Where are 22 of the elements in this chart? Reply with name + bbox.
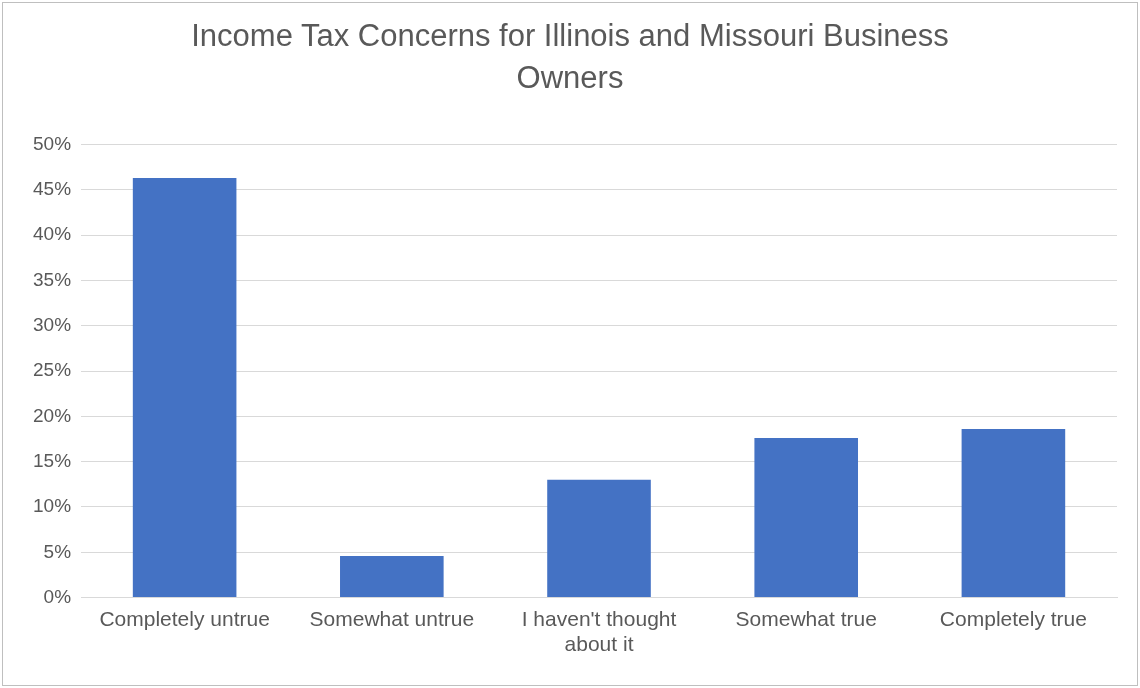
y-tick-label: 40% (33, 223, 72, 245)
x-tick-label: Completely untrue (99, 607, 270, 630)
bar (961, 429, 1066, 598)
y-tick-label: 5% (43, 540, 72, 562)
chart-title: Income Tax Concerns for Illinois and Missouri Business Owners (190, 17, 950, 97)
y-tick-label: 10% (33, 495, 72, 517)
y-tick-label: 20% (33, 404, 72, 426)
y-tick-label: 0% (43, 585, 72, 607)
y-tick-label: 35% (33, 268, 72, 290)
x-tick-label: Completely true (939, 607, 1087, 630)
bar (754, 438, 859, 598)
x-tick-label: Somewhat true (735, 607, 877, 630)
x-tick-label: I haven't thought about it (521, 607, 677, 656)
y-tick-label: 15% (33, 449, 72, 471)
y-tick-label: 50% (33, 132, 72, 154)
y-tick-label: 45% (33, 177, 72, 199)
x-tick-label: Somewhat untrue (309, 607, 475, 630)
y-tick-label: 25% (33, 359, 72, 381)
bar (547, 479, 651, 598)
y-tick-label: 30% (33, 313, 72, 335)
bar (340, 555, 444, 598)
bar (132, 177, 237, 598)
